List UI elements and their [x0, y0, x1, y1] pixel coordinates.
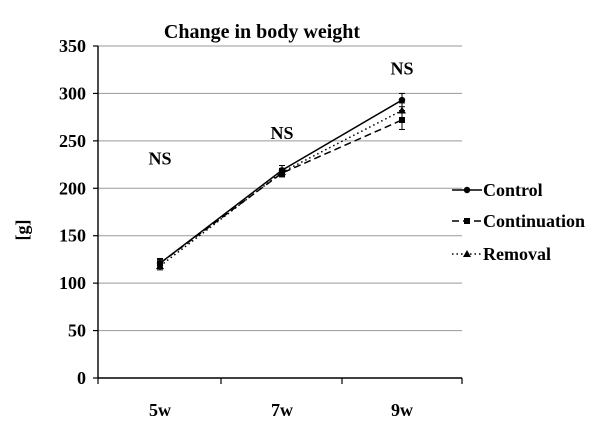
data-point	[398, 96, 406, 104]
legend-marker	[464, 218, 470, 224]
legend-label: Continuation	[483, 211, 585, 231]
annotations: NS NS NS	[148, 58, 413, 168]
x-tick-label: 5w	[149, 400, 171, 420]
legend-marker	[463, 250, 471, 257]
y-tick-label: 50	[68, 321, 86, 341]
data-point	[399, 116, 405, 123]
gridlines	[98, 45, 462, 332]
y-tick-label: 350	[59, 36, 86, 56]
y-tick-label: 200	[59, 178, 86, 198]
data-series	[156, 92, 406, 271]
series-removal	[156, 102, 406, 271]
data-point	[278, 168, 286, 176]
legend-item-removal: Removal	[452, 244, 551, 264]
annotation-ns: NS	[390, 58, 413, 78]
y-tick-label: 100	[59, 273, 86, 293]
legend-label: Removal	[483, 244, 551, 264]
x-tick-label: 7w	[271, 400, 293, 420]
y-tick-label: 0	[77, 368, 86, 388]
axes	[93, 45, 463, 384]
legend-item-control: Control	[452, 180, 543, 200]
y-tick-labels: 0 50 100 150 200 250 300 350	[59, 36, 86, 388]
y-axis-label: [g]	[12, 220, 32, 241]
data-point	[156, 262, 164, 270]
legend-item-continuation: Continuation	[452, 211, 585, 231]
legend-marker	[463, 186, 471, 194]
y-tick-label: 150	[59, 226, 86, 246]
y-tick-label: 300	[59, 83, 86, 103]
legend: Control Continuation Removal	[452, 180, 585, 264]
series-line	[159, 119, 403, 264]
y-tick-label: 250	[59, 131, 86, 151]
data-point	[398, 106, 406, 114]
series-control	[156, 92, 406, 269]
x-tick-labels: 5w 7w 9w	[149, 400, 413, 420]
x-tick-label: 9w	[391, 400, 413, 420]
chart-title: Change in body weight	[164, 21, 360, 43]
legend-label: Control	[483, 180, 543, 200]
annotation-ns: NS	[270, 123, 293, 143]
annotation-ns: NS	[148, 149, 171, 169]
